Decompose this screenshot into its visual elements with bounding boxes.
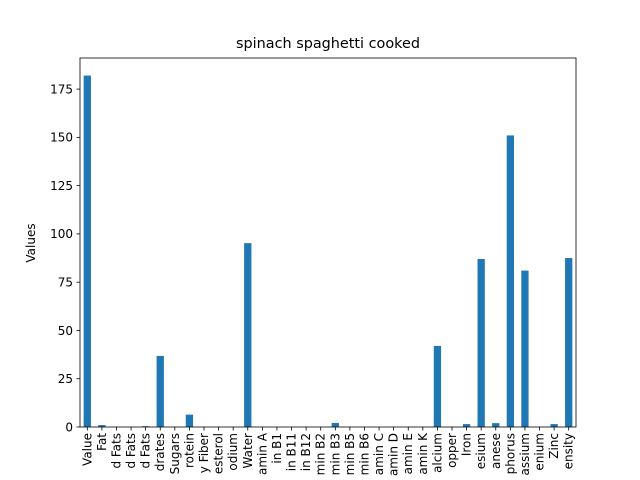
x-tick-label: min B3 [328, 433, 342, 475]
bar [433, 345, 442, 427]
y-tick-label: 150 [50, 131, 73, 145]
bar [462, 424, 471, 427]
x-tick-label: esterol [212, 433, 226, 474]
bars-group [83, 75, 573, 428]
x-tick-label: anese [489, 433, 503, 469]
bar [83, 75, 91, 428]
bar [185, 414, 194, 427]
x-tick-label: y Fiber [197, 433, 211, 473]
y-axis: 0 25 50 75 100 125 150 175 [50, 82, 80, 434]
x-tick-label: drates [153, 433, 167, 471]
chart-title: spinach spaghetti cooked [236, 36, 420, 52]
x-tick-label: Sugars [168, 433, 182, 474]
x-tick-label: min B5 [343, 433, 357, 475]
y-tick-label: 0 [65, 420, 73, 434]
x-tick-label: amin K [416, 432, 430, 475]
bar [565, 258, 573, 427]
bar [550, 424, 558, 427]
x-tick-label: enium [533, 433, 547, 471]
bar [521, 270, 529, 427]
x-tick-label: amin D [387, 433, 401, 476]
x-tick-label: esium [474, 433, 488, 469]
x-tick-label: in B12 [299, 433, 313, 471]
x-tick-label: phorus [503, 433, 517, 474]
y-tick-label: 75 [58, 275, 73, 289]
x-tick-label: amin E [401, 433, 415, 474]
x-tick-label: in B11 [285, 433, 299, 471]
y-axis-label: Values [24, 223, 38, 262]
x-tick-label: assium [518, 433, 532, 476]
bar [98, 425, 106, 427]
x-tick-label: d Fats [124, 433, 138, 469]
x-tick-label: alcium [430, 433, 444, 473]
x-tick-label: Water [241, 433, 255, 469]
bar [244, 243, 252, 427]
x-tick-label: min B6 [357, 433, 371, 475]
y-tick-label: 25 [58, 372, 73, 386]
bar [492, 423, 500, 427]
x-tick-label: Iron [460, 433, 474, 456]
x-tick-label: in B1 [270, 433, 284, 464]
bar [477, 259, 485, 427]
x-tick-label: ensity [562, 433, 576, 469]
x-tick-label: d Fats [139, 433, 153, 469]
y-tick-label: 175 [50, 82, 73, 96]
y-tick-label: 125 [50, 179, 73, 193]
x-tick-label: odium [226, 433, 240, 471]
x-tick-label: amin C [372, 433, 386, 475]
y-tick-label: 100 [50, 227, 73, 241]
plot-frame [79, 57, 577, 428]
bar [506, 135, 514, 427]
x-axis: Value Fat d Fats d Fats d Fats drates Sugars ro… [80, 427, 576, 476]
x-tick-label: Zinc [547, 433, 561, 459]
x-tick-label: amin A [255, 432, 269, 475]
x-tick-label: min B2 [314, 433, 328, 475]
bar [156, 355, 164, 427]
bar [331, 422, 339, 427]
x-tick-label: rotein [182, 433, 196, 468]
x-tick-label: opper [445, 433, 459, 468]
x-tick-label: Value [80, 433, 94, 466]
x-tick-label: Fat [95, 433, 109, 451]
y-tick-label: 50 [58, 324, 73, 338]
x-tick-label: d Fats [109, 433, 123, 469]
